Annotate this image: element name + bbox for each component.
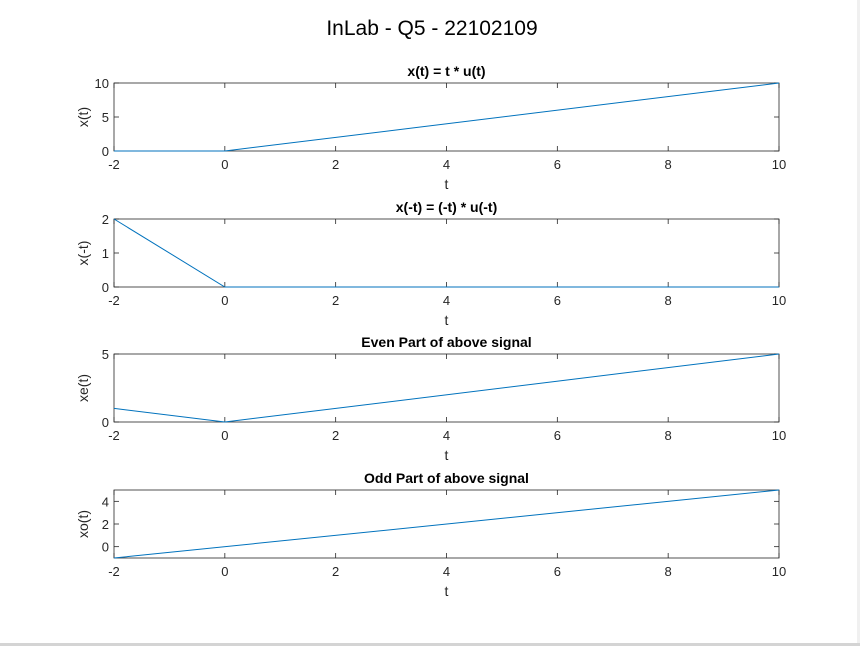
series-line [113, 353, 780, 423]
y-tick-label: 5 [102, 347, 109, 362]
x-tick-label: 4 [443, 293, 450, 308]
x-tick-label: 0 [221, 157, 228, 172]
y-axis-label: x(t) [75, 107, 91, 127]
x-axis-label: t [445, 583, 449, 599]
y-axis-label: xe(t) [75, 374, 91, 402]
subplot-title: Odd Part of above signal [364, 470, 529, 486]
x-tick-label: 2 [332, 564, 339, 579]
y-tick-label: 4 [102, 494, 109, 509]
x-tick-label: 10 [772, 293, 786, 308]
axes-box [113, 82, 780, 152]
series-line [113, 489, 780, 559]
x-tick-label: 8 [665, 564, 672, 579]
x-tick-label: 10 [772, 428, 786, 443]
subplot-title: Even Part of above signal [361, 334, 531, 350]
x-tick-label: -2 [108, 428, 120, 443]
y-tick-label: 10 [95, 76, 109, 91]
x-axis-label: t [445, 176, 449, 192]
y-tick-label: 2 [102, 517, 109, 532]
series-line [114, 82, 780, 152]
x-tick-label: 6 [554, 428, 561, 443]
x-tick-label: -2 [108, 564, 120, 579]
x-tick-label: 2 [332, 428, 339, 443]
x-tick-label: 2 [332, 157, 339, 172]
x-tick-label: -2 [108, 157, 120, 172]
x-axis-label: t [445, 447, 449, 463]
x-tick-label: 4 [443, 157, 450, 172]
subplot-title: x(-t) = (-t) * u(-t) [396, 199, 497, 215]
x-tick-label: 0 [221, 293, 228, 308]
axes-box [113, 218, 780, 288]
y-tick-label: 0 [102, 540, 109, 555]
x-tick-label: 6 [554, 564, 561, 579]
series-line [113, 218, 779, 288]
y-tick-label: 0 [102, 415, 109, 430]
y-tick-label: 5 [102, 110, 109, 125]
x-tick-label: 10 [772, 564, 786, 579]
y-axis-label: x(-t) [75, 241, 91, 266]
x-tick-label: 8 [665, 428, 672, 443]
x-tick-label: 8 [665, 293, 672, 308]
y-axis-label: xo(t) [75, 510, 91, 538]
x-tick-label: 4 [443, 428, 450, 443]
y-tick-label: 0 [102, 144, 109, 159]
subplot-title: x(t) = t * u(t) [407, 63, 485, 79]
x-tick-label: -2 [108, 293, 120, 308]
y-tick-label: 2 [102, 212, 109, 227]
figure-title: InLab - Q5 - 22102109 [326, 17, 537, 40]
x-tick-label: 6 [554, 293, 561, 308]
x-tick-label: 6 [554, 157, 561, 172]
x-tick-label: 4 [443, 564, 450, 579]
x-tick-label: 10 [772, 157, 786, 172]
y-tick-label: 0 [102, 280, 109, 295]
x-axis-label: t [445, 312, 449, 328]
x-tick-label: 2 [332, 293, 339, 308]
y-tick-label: 1 [102, 246, 109, 261]
x-tick-label: 0 [221, 428, 228, 443]
subplot-4: -2 0 2 4 6 8 10 0 2 4 Odd Part of above signal t xo(… [75, 470, 786, 599]
x-tick-label: 0 [221, 564, 228, 579]
window-edge-right [857, 0, 860, 646]
x-tick-label: 8 [665, 157, 672, 172]
axes-box [113, 353, 780, 423]
window-edge-bottom [0, 643, 860, 646]
